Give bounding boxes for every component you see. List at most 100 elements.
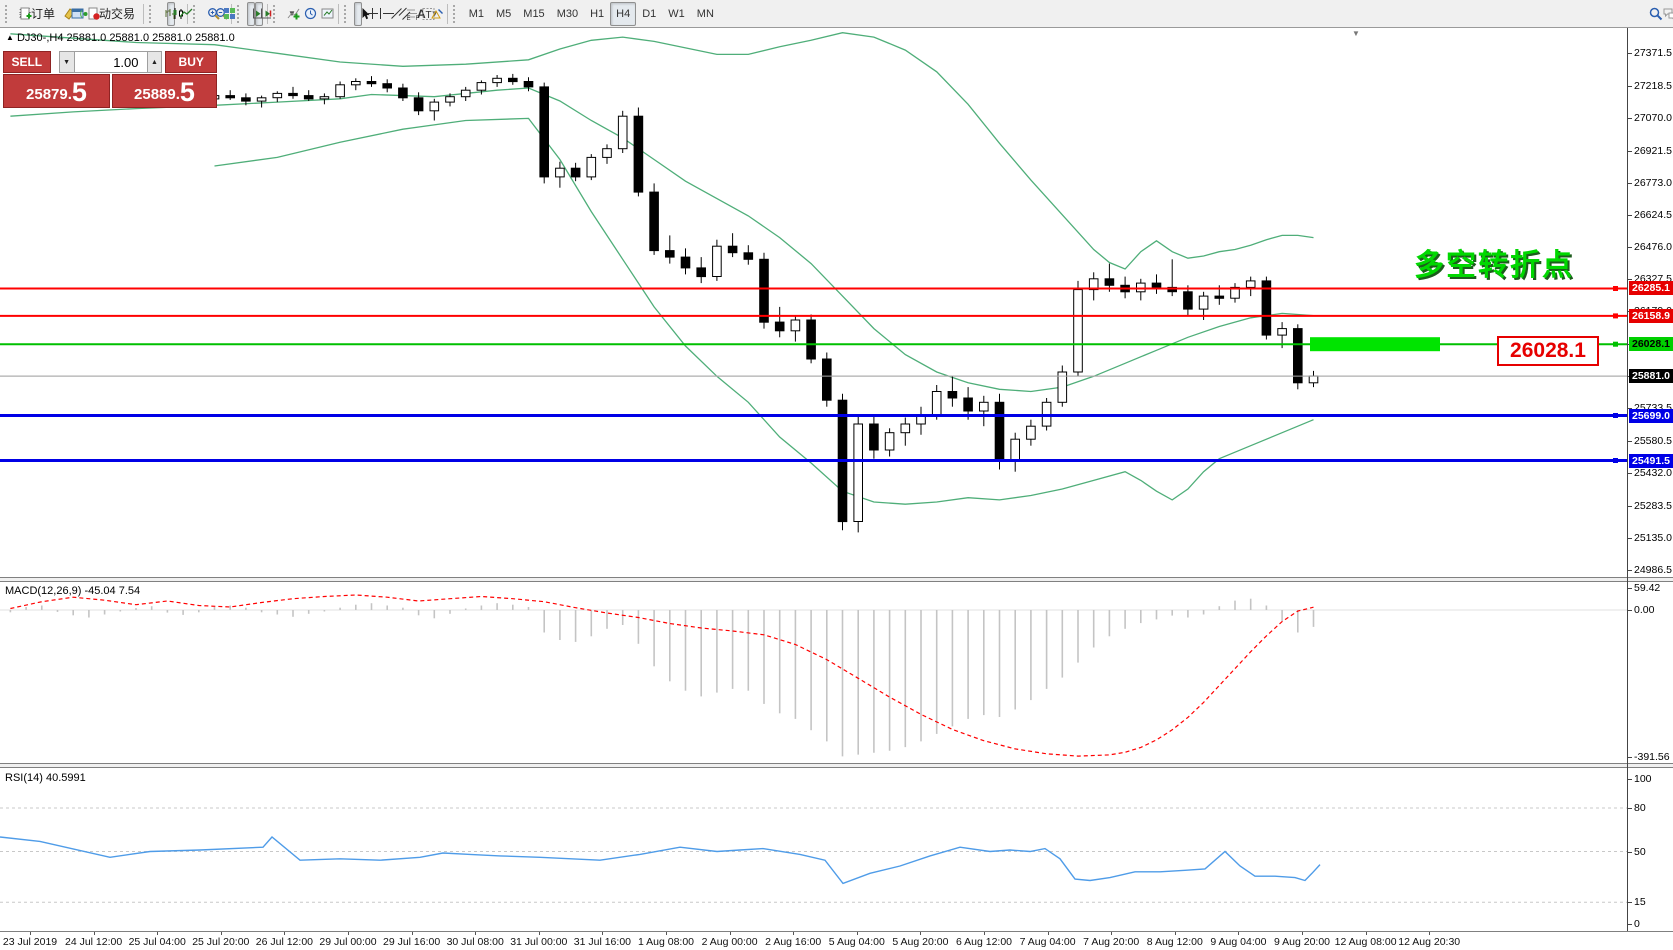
candle-bearish bbox=[633, 115, 644, 193]
chart-shift-marker-icon[interactable]: ▼ bbox=[1352, 29, 1360, 38]
pane-separator[interactable] bbox=[0, 577, 1673, 582]
horizontal-line-button[interactable] bbox=[378, 2, 394, 26]
time-tick bbox=[793, 932, 795, 935]
chevron-down-icon[interactable]: ▼ bbox=[288, 9, 296, 18]
candle-bearish bbox=[1293, 328, 1303, 384]
rsi-pane[interactable] bbox=[0, 768, 1627, 931]
tf-m5-button[interactable]: M5 bbox=[490, 2, 517, 26]
auto-trading-button[interactable]: 自动交易 bbox=[83, 2, 139, 26]
time-tick bbox=[984, 932, 985, 935]
axis-tick bbox=[1628, 505, 1632, 507]
tf-h4-button[interactable]: H4 bbox=[610, 1, 637, 26]
candle-bearish bbox=[743, 252, 754, 260]
macd-pane[interactable] bbox=[0, 582, 1627, 763]
templates-button[interactable]: ▼ bbox=[317, 2, 334, 26]
search-button[interactable] bbox=[1645, 2, 1663, 26]
sell-price-panel[interactable]: 25879. 5 bbox=[3, 74, 110, 108]
time-axis[interactable]: 23 Jul 2019 24 Jul 12:00 25 Jul 04:00 25 Ju… bbox=[0, 931, 1673, 950]
tf-d1-button[interactable]: D1 bbox=[636, 2, 662, 26]
auto-scroll-button[interactable] bbox=[247, 1, 264, 26]
styler-button[interactable] bbox=[59, 2, 75, 26]
line-handle[interactable] bbox=[1613, 341, 1618, 347]
crosshair-button[interactable] bbox=[362, 2, 378, 26]
line-handle[interactable] bbox=[1613, 286, 1618, 291]
time-tick-label: 30 Jul 08:00 bbox=[446, 936, 504, 948]
toolbar-grip[interactable] bbox=[237, 4, 244, 23]
buy-button[interactable]: BUY bbox=[165, 51, 217, 73]
charts-window-button[interactable] bbox=[67, 2, 84, 26]
main-chart-pane[interactable] bbox=[0, 28, 1627, 577]
axis-tick bbox=[1628, 537, 1632, 539]
candle-bearish bbox=[1151, 282, 1162, 288]
tf-m30-button[interactable]: M30 bbox=[551, 2, 584, 26]
candle-bullish bbox=[319, 96, 330, 100]
candle-bullish bbox=[1136, 282, 1146, 293]
zoom-in-button[interactable] bbox=[203, 2, 220, 26]
time-tick-label: 12 Aug 20:30 bbox=[1398, 936, 1461, 948]
fibonacci-button[interactable]: F bbox=[402, 2, 419, 26]
line-handle[interactable] bbox=[1613, 458, 1618, 463]
axis-tick bbox=[1628, 247, 1632, 249]
toolbar-grip[interactable] bbox=[273, 4, 280, 23]
time-tick-label: 7 Aug 04:00 bbox=[1019, 936, 1076, 948]
tf-m15-button[interactable]: M15 bbox=[517, 2, 550, 26]
turning-point-annotation[interactable]: 多空转折点 bbox=[1414, 249, 1574, 282]
time-tick bbox=[93, 932, 95, 935]
candle-bearish bbox=[1104, 278, 1115, 286]
channel-button[interactable]: E bbox=[394, 2, 410, 26]
time-tick bbox=[348, 932, 349, 935]
volume-decrease-button[interactable]: ▼ bbox=[58, 51, 75, 73]
new-order-button[interactable]: 新订单 bbox=[15, 2, 59, 26]
time-tick bbox=[411, 932, 413, 935]
volume-input[interactable] bbox=[74, 51, 147, 73]
pane-separator[interactable] bbox=[0, 763, 1673, 768]
bar-chart-button[interactable] bbox=[159, 2, 175, 26]
toolbar-grip[interactable] bbox=[5, 4, 12, 23]
chat-button[interactable] bbox=[1659, 2, 1673, 26]
text-button[interactable]: A bbox=[410, 2, 426, 26]
sell-button[interactable]: SELL bbox=[3, 51, 51, 73]
price-callout-box[interactable]: 26028.1 bbox=[1497, 336, 1599, 366]
time-tick-label: 12 Aug 08:00 bbox=[1334, 936, 1397, 948]
toolbar-separator bbox=[446, 3, 448, 24]
tf-w1-button[interactable]: W1 bbox=[662, 2, 691, 26]
cursor-button[interactable] bbox=[353, 1, 370, 26]
toolbar-grip[interactable] bbox=[452, 4, 460, 23]
axis-tick bbox=[1628, 757, 1632, 759]
toolbar-grip[interactable] bbox=[149, 4, 156, 23]
volume-increase-button[interactable]: ▲ bbox=[146, 51, 163, 73]
tf-m30-button-label: M30 bbox=[556, 7, 579, 20]
buy-price-panel[interactable]: 25889. 5 bbox=[111, 74, 217, 108]
shapes-button[interactable]: ▼ bbox=[426, 2, 443, 26]
green-zone-rectangle[interactable] bbox=[1310, 337, 1440, 352]
vertical-line-button[interactable] bbox=[370, 2, 381, 26]
linechart-icon bbox=[179, 8, 193, 17]
tf-h1-button[interactable]: H1 bbox=[584, 2, 610, 26]
text-label-button[interactable]: T bbox=[418, 2, 435, 26]
collapse-icon[interactable]: ▲ bbox=[6, 33, 14, 42]
tf-mn-button[interactable]: MN bbox=[691, 2, 720, 26]
candle-bearish bbox=[1167, 286, 1178, 293]
line-handle[interactable] bbox=[1613, 313, 1618, 319]
candle-bullish bbox=[884, 432, 895, 451]
price-tick-label: 26921.5 bbox=[1634, 144, 1672, 157]
trendline-button[interactable] bbox=[386, 2, 402, 26]
time-tick-label: 24 Jul 12:00 bbox=[64, 936, 123, 948]
tile-windows-button[interactable] bbox=[219, 2, 236, 26]
periods-button[interactable]: ▼ bbox=[300, 2, 317, 26]
chart-shift-button[interactable] bbox=[255, 1, 272, 26]
chevron-down-icon[interactable]: ▼ bbox=[430, 9, 439, 18]
cursor-icon bbox=[362, 7, 370, 19]
indicators-button[interactable]: ▼ bbox=[283, 2, 300, 26]
line-chart-button[interactable] bbox=[175, 2, 193, 26]
line-handle[interactable] bbox=[1613, 413, 1618, 418]
axis-tick bbox=[1628, 86, 1632, 88]
time-tick bbox=[1429, 932, 1431, 935]
price-axis[interactable]: 27371.5 27218.5 27070.0 26921.5 26773.0 26624… bbox=[1627, 28, 1673, 931]
toolbar-grip[interactable] bbox=[343, 4, 351, 23]
tf-m1-button[interactable]: M1 bbox=[463, 2, 490, 26]
toolbar-grip[interactable] bbox=[193, 4, 200, 23]
candle-bearish bbox=[288, 92, 298, 97]
autotrade-icon bbox=[88, 7, 100, 20]
band-middle-line bbox=[10, 87, 1314, 393]
